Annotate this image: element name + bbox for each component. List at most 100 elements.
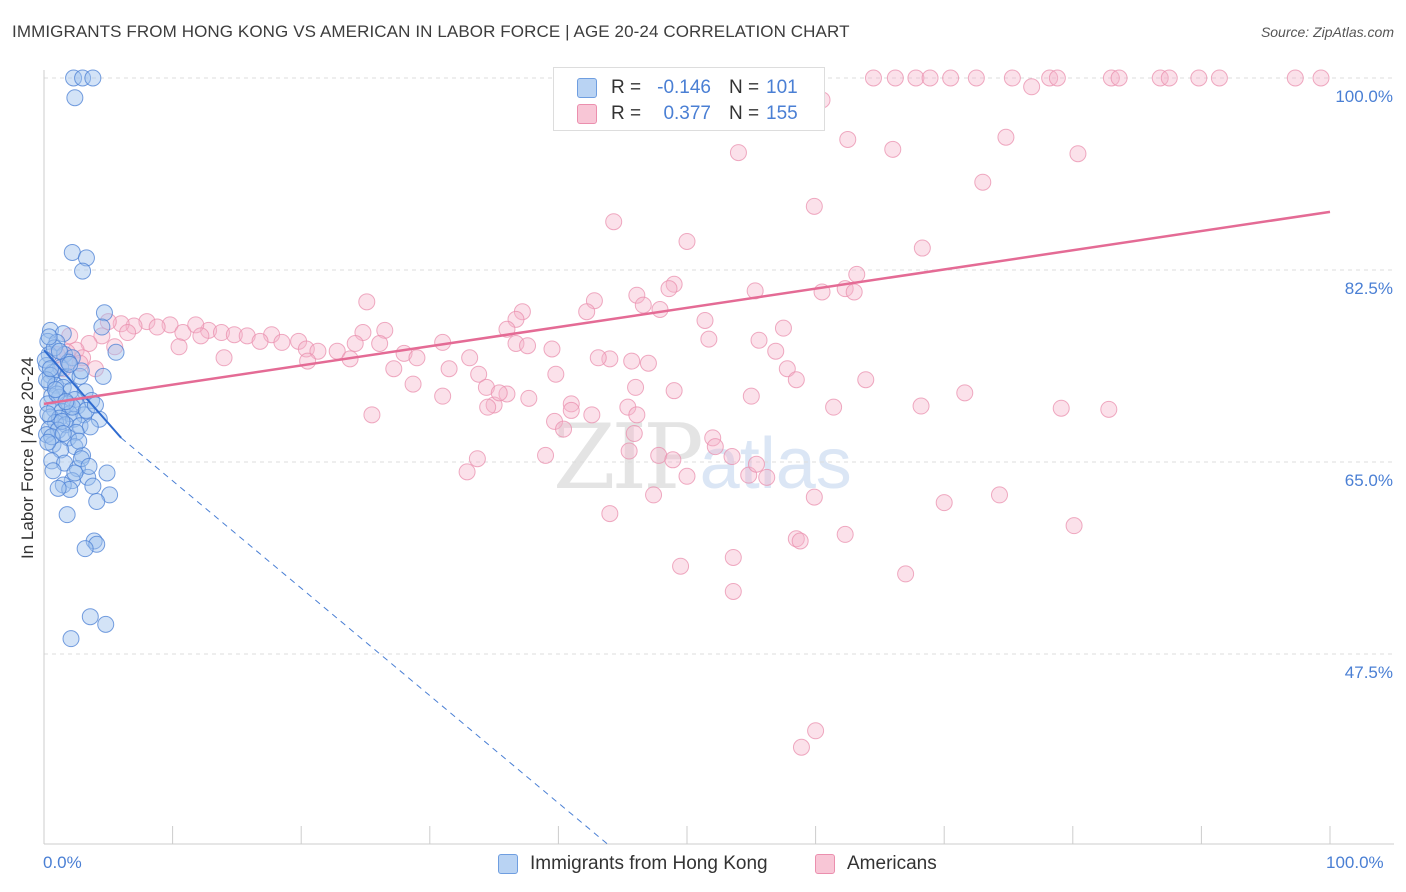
point-americans	[1100, 400, 1118, 418]
point-hong-kong	[74, 262, 92, 280]
point-americans	[907, 69, 925, 87]
point-americans	[309, 342, 327, 360]
point-americans	[238, 327, 256, 345]
point-americans	[742, 387, 760, 405]
point-americans	[1052, 399, 1070, 417]
point-americans	[1110, 69, 1128, 87]
point-americans	[170, 338, 188, 356]
point-americans	[857, 371, 875, 389]
point-americans	[583, 406, 601, 424]
point-americans	[1069, 145, 1087, 163]
point-americans	[724, 582, 742, 600]
point-americans	[562, 401, 580, 419]
point-americans	[555, 420, 573, 438]
point-americans	[778, 360, 796, 378]
point-hong-kong	[74, 69, 92, 87]
point-americans	[1286, 69, 1304, 87]
point-americans	[696, 311, 714, 329]
point-americans	[974, 173, 992, 191]
point-americans	[913, 239, 931, 257]
point-americans	[747, 455, 765, 473]
point-americans	[251, 332, 269, 350]
n-value: 155	[766, 103, 798, 124]
point-americans	[628, 286, 646, 304]
point-hong-kong	[77, 401, 95, 419]
point-americans	[935, 494, 953, 512]
point-americans	[845, 283, 863, 301]
point-hong-kong	[95, 304, 113, 322]
point-americans	[468, 450, 486, 468]
point-americans	[886, 69, 904, 87]
point-hong-kong	[80, 457, 98, 475]
point-americans	[650, 446, 668, 464]
point-hong-kong	[40, 328, 58, 346]
point-americans	[93, 327, 111, 345]
point-hong-kong	[47, 381, 65, 399]
point-americans	[672, 557, 690, 575]
point-americans	[578, 303, 596, 321]
point-hong-kong	[107, 343, 125, 361]
point-americans	[990, 486, 1008, 504]
point-americans	[212, 324, 230, 342]
point-hong-kong	[61, 355, 79, 373]
trend-americans	[43, 210, 1331, 406]
point-americans	[520, 389, 538, 407]
legend-swatch-pink	[577, 104, 597, 124]
point-americans	[434, 387, 452, 405]
point-americans	[774, 319, 792, 337]
point-americans	[627, 378, 645, 396]
point-americans	[119, 324, 137, 342]
point-hong-kong	[54, 424, 72, 442]
point-hong-kong	[45, 339, 63, 357]
point-hong-kong	[50, 342, 68, 360]
point-americans	[363, 406, 381, 424]
point-hong-kong	[39, 433, 57, 451]
legend-swatch-blue	[498, 854, 518, 874]
r-label: R =	[611, 77, 642, 98]
n-label: N =	[729, 103, 760, 124]
point-americans	[807, 722, 825, 740]
point-americans	[787, 371, 805, 389]
r-label: R =	[611, 103, 642, 124]
point-americans	[792, 738, 810, 756]
y-tick-label: 47.5%	[1344, 663, 1393, 682]
point-hong-kong	[70, 432, 88, 450]
stats-row-hong-kong: R = -0.146 N = 101	[554, 75, 824, 101]
point-americans	[651, 300, 669, 318]
point-americans	[805, 488, 823, 506]
source-note: Source: ZipAtlas.com	[1260, 24, 1394, 40]
point-americans	[884, 140, 902, 158]
point-americans	[358, 293, 376, 311]
point-americans	[700, 330, 718, 348]
point-hong-kong	[62, 630, 80, 648]
point-hong-kong	[88, 492, 106, 510]
point-hong-kong	[97, 615, 115, 633]
point-americans	[836, 525, 854, 543]
point-americans	[371, 335, 389, 353]
point-hong-kong	[94, 367, 112, 385]
point-americans	[477, 378, 495, 396]
point-americans	[1210, 69, 1228, 87]
point-americans	[864, 69, 882, 87]
point-americans	[1065, 517, 1083, 535]
point-hong-kong	[41, 360, 59, 378]
point-americans	[273, 333, 291, 351]
n-value: 101	[766, 77, 798, 98]
point-americans	[543, 340, 561, 358]
point-hong-kong	[71, 367, 89, 385]
point-americans	[1160, 69, 1178, 87]
legend-swatch-blue	[577, 78, 597, 98]
point-americans	[138, 313, 156, 331]
point-hong-kong	[98, 464, 116, 482]
point-americans	[125, 317, 143, 335]
point-americans	[664, 451, 682, 469]
point-americans	[1003, 69, 1021, 87]
point-americans	[620, 442, 638, 460]
point-hong-kong	[63, 243, 81, 261]
point-hong-kong	[93, 318, 111, 336]
point-americans	[660, 280, 678, 298]
point-americans	[225, 326, 243, 344]
point-hong-kong	[65, 69, 83, 87]
point-americans	[634, 296, 652, 314]
